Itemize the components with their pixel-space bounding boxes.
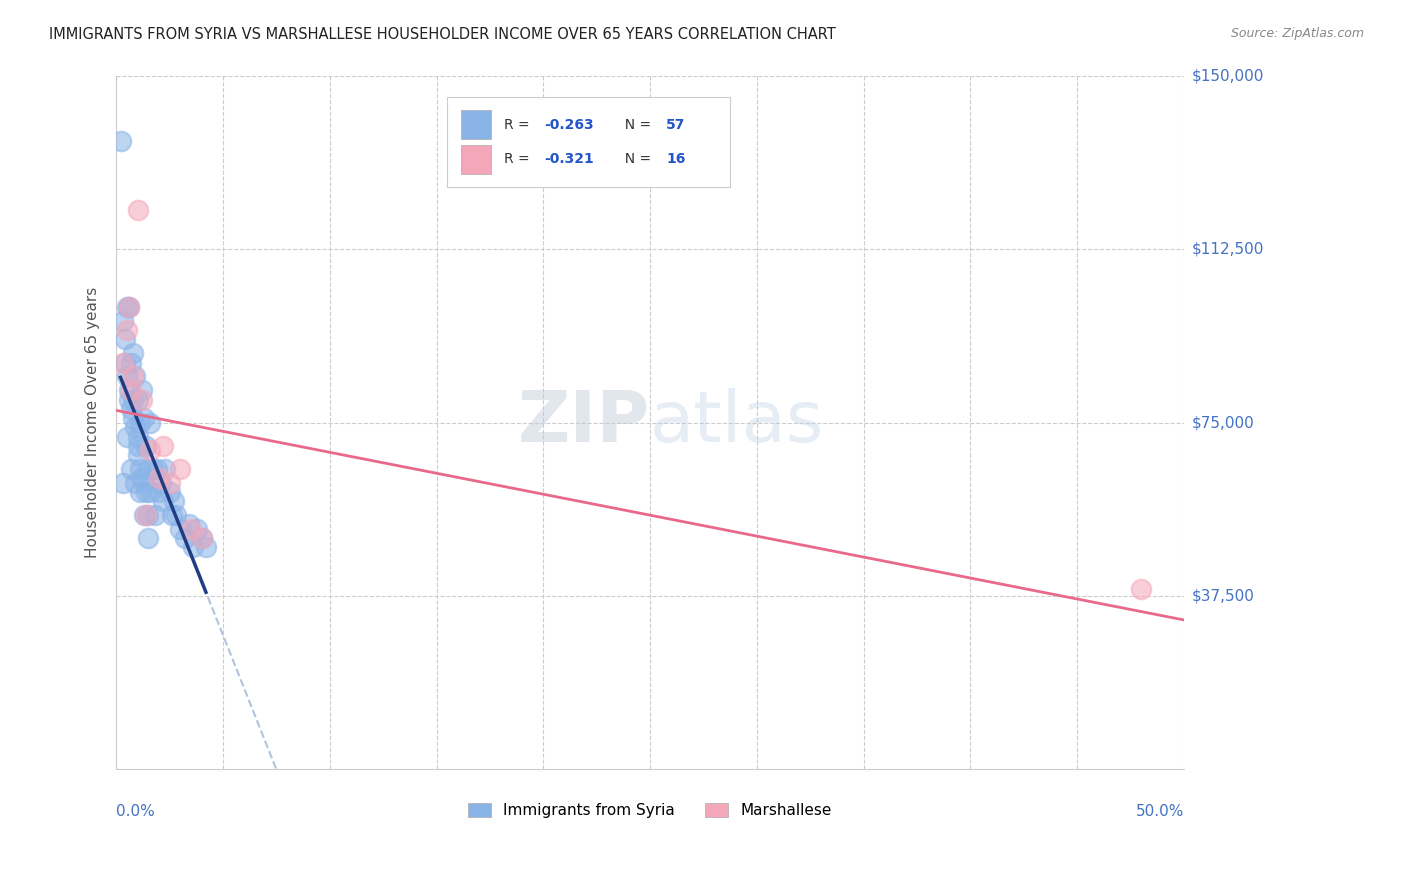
Point [160, 508, 183, 522]
Point [115, 429, 138, 443]
Point [115, 369, 138, 384]
Point [148, 485, 170, 500]
Point [152, 494, 174, 508]
Text: N =: N = [616, 153, 655, 166]
Point [132, 411, 155, 425]
Text: IMMIGRANTS FROM SYRIA VS MARSHALLESE HOUSEHOLDER INCOME OVER 65 YEARS CORRELATIO: IMMIGRANTS FROM SYRIA VS MARSHALLESE HOU… [49, 27, 837, 42]
Point [155, 462, 177, 476]
Point [127, 392, 149, 407]
Point [120, 355, 142, 369]
Point [139, 416, 162, 430]
Point [163, 494, 186, 508]
Point [165, 508, 187, 522]
Point [139, 443, 162, 458]
Point [177, 517, 200, 532]
Point [132, 475, 155, 490]
Point [190, 531, 212, 545]
Text: $75,000: $75,000 [1192, 415, 1254, 430]
Point [135, 485, 157, 500]
Text: 0.0%: 0.0% [117, 804, 155, 819]
Point [122, 369, 145, 384]
Point [122, 411, 145, 425]
Point [169, 522, 191, 536]
Point [114, 355, 136, 369]
Point [152, 439, 174, 453]
Point [135, 508, 157, 522]
Point [142, 462, 165, 476]
Point [150, 475, 173, 490]
Point [115, 300, 138, 314]
Point [114, 333, 136, 347]
Point [110, 134, 132, 148]
Point [118, 300, 141, 314]
Point [127, 202, 149, 217]
Point [122, 346, 145, 360]
Point [124, 369, 146, 384]
Point [120, 401, 142, 416]
Point [136, 531, 159, 545]
Point [111, 314, 134, 328]
Point [181, 541, 204, 555]
Point [173, 531, 195, 545]
Point [159, 475, 181, 490]
Point [124, 475, 146, 490]
Point [128, 485, 150, 500]
Text: -0.321: -0.321 [544, 153, 595, 166]
Point [120, 384, 142, 398]
Point [139, 485, 162, 500]
Point [111, 355, 134, 369]
Text: ZIP: ZIP [517, 388, 650, 458]
Point [131, 384, 153, 398]
Point [143, 508, 166, 522]
Point [159, 485, 181, 500]
Point [194, 541, 217, 555]
Point [131, 471, 153, 485]
Point [118, 392, 141, 407]
Text: atlas: atlas [650, 388, 824, 458]
Bar [461, 145, 491, 174]
Point [136, 462, 159, 476]
Point [148, 471, 170, 485]
Point [1130, 582, 1153, 596]
Text: 50.0%: 50.0% [1136, 804, 1184, 819]
FancyBboxPatch shape [447, 97, 730, 187]
Point [124, 420, 146, 434]
Point [131, 392, 153, 407]
Point [122, 392, 145, 407]
Point [118, 384, 141, 398]
Point [128, 416, 150, 430]
Point [111, 475, 134, 490]
Text: N =: N = [616, 118, 655, 131]
Point [135, 439, 157, 453]
Y-axis label: Householder Income Over 65 years: Householder Income Over 65 years [86, 287, 100, 558]
Text: Source: ZipAtlas.com: Source: ZipAtlas.com [1230, 27, 1364, 40]
Point [120, 462, 142, 476]
Bar [461, 110, 491, 139]
Point [127, 448, 149, 462]
Text: R =: R = [503, 118, 534, 131]
Point [115, 323, 138, 337]
Point [128, 462, 150, 476]
Point [190, 531, 212, 545]
Text: 16: 16 [666, 153, 685, 166]
Point [186, 522, 208, 536]
Text: $112,500: $112,500 [1192, 242, 1264, 257]
Point [180, 522, 202, 536]
Point [118, 300, 141, 314]
Text: $37,500: $37,500 [1192, 589, 1256, 604]
Point [136, 508, 159, 522]
Point [127, 439, 149, 453]
Point [132, 508, 155, 522]
Text: $150,000: $150,000 [1192, 69, 1264, 84]
Text: R =: R = [503, 153, 534, 166]
Legend: Immigrants from Syria, Marshallese: Immigrants from Syria, Marshallese [463, 797, 838, 824]
Text: 57: 57 [666, 118, 685, 131]
Point [127, 429, 149, 443]
Text: -0.263: -0.263 [544, 118, 593, 131]
Point [146, 462, 169, 476]
Point [169, 462, 191, 476]
